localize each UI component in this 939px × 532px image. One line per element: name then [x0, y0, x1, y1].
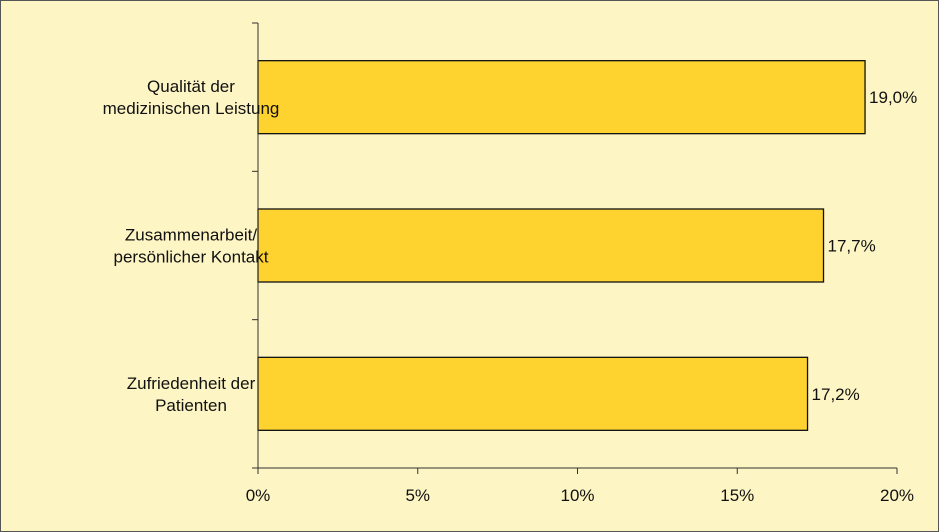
- labels: 19,0% Qualität der medizinischen Leistung 1…: [103, 77, 918, 505]
- bar: [257, 60, 866, 135]
- axes: [252, 22, 898, 474]
- bar-group: [257, 60, 866, 431]
- x-tick-label: 0%: [246, 486, 271, 505]
- category-label: Qualität der medizinischen Leistung: [103, 77, 280, 118]
- bar: [257, 356, 809, 431]
- value-label: 17,2%: [812, 385, 860, 404]
- bar: [257, 208, 825, 283]
- x-tick-label: 15%: [720, 486, 754, 505]
- category-label: Zusammenarbeit/persönlicher Kontakt: [114, 226, 269, 267]
- x-tick-label: 5%: [405, 486, 430, 505]
- x-tick-label: 20%: [880, 486, 914, 505]
- category-label: Zufriedenheit der Patienten: [127, 374, 256, 415]
- value-label: 17,7%: [828, 237, 876, 256]
- value-label: 19,0%: [869, 88, 917, 107]
- x-tick-label: 10%: [560, 486, 594, 505]
